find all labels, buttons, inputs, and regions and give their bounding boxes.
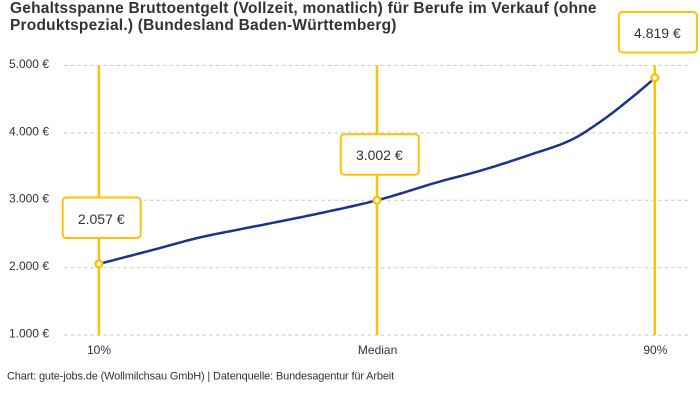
svg-text:Median: Median [358, 343, 397, 357]
svg-text:2.057 €: 2.057 € [78, 211, 125, 227]
svg-text:4.819 €: 4.819 € [634, 25, 681, 41]
svg-text:3.002 €: 3.002 € [356, 147, 403, 163]
svg-text:3.000 €: 3.000 € [9, 192, 49, 206]
svg-text:1.000 €: 1.000 € [9, 327, 49, 341]
svg-text:4.000 €: 4.000 € [9, 124, 49, 138]
svg-text:90%: 90% [643, 343, 667, 357]
svg-text:5.000 €: 5.000 € [9, 57, 49, 71]
svg-text:2.000 €: 2.000 € [9, 259, 49, 273]
svg-text:10%: 10% [87, 343, 111, 357]
svg-text:Chart: gute-jobs.de (Wollmilch: Chart: gute-jobs.de (Wollmilchsau GmbH) … [7, 371, 394, 383]
